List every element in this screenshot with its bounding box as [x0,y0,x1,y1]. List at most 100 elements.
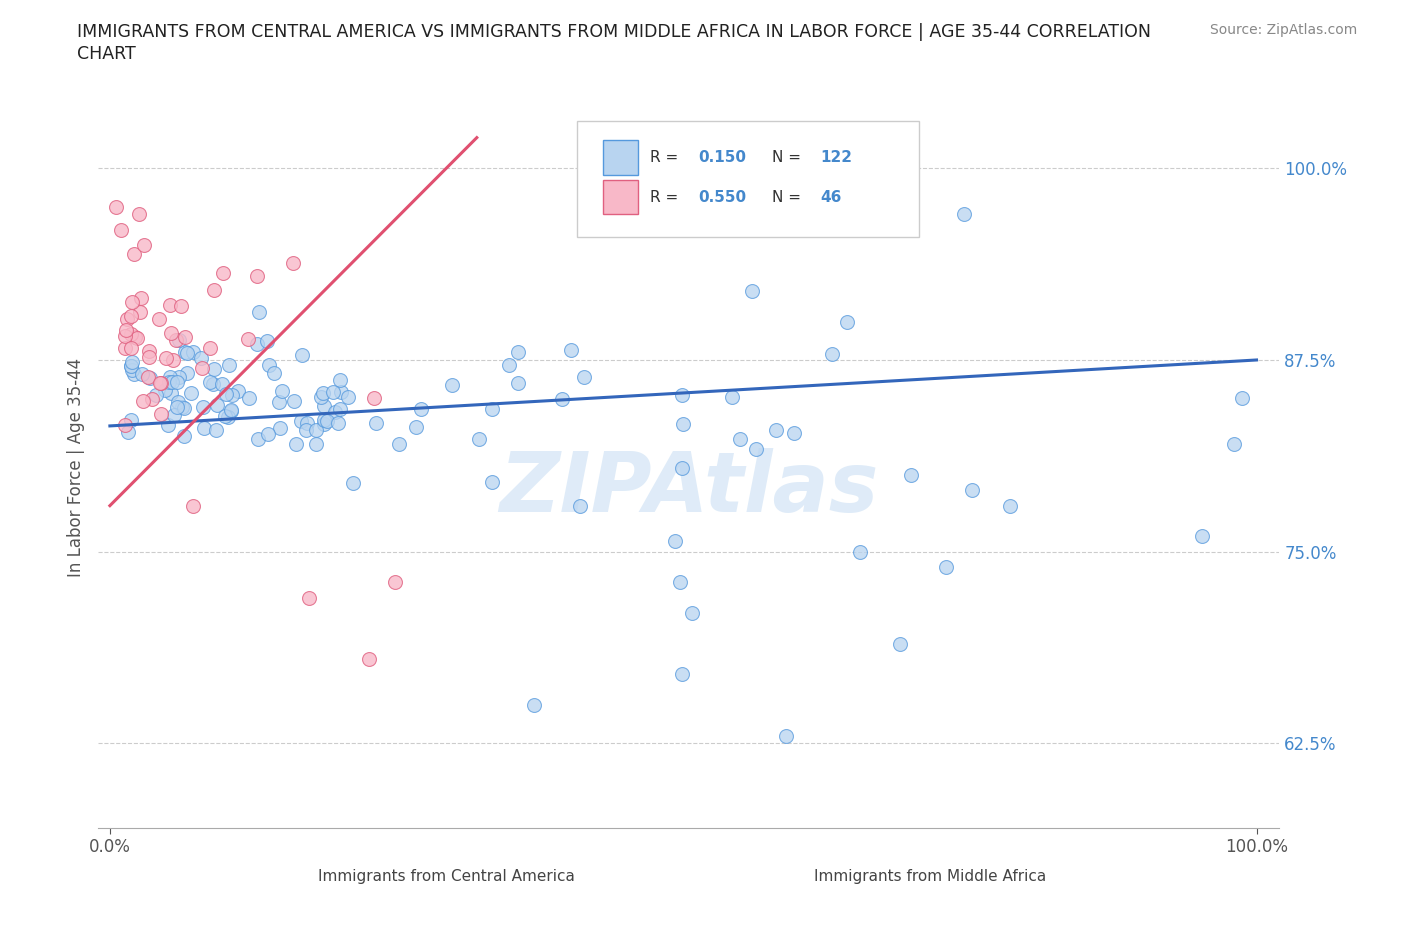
Point [257,357,280,372]
Point [305,437,328,452]
Point [149,376,172,391]
Point [290,414,312,429]
Point [316,413,339,428]
Point [124,329,146,344]
Point [357,652,380,667]
Point [337,390,360,405]
Point [326,415,349,430]
Point [148,312,170,326]
Point [889,636,911,651]
Point [935,560,957,575]
Point [211,377,233,392]
Bar [603,179,638,214]
Point [121,362,143,377]
Point [163,407,186,422]
Point [388,436,411,451]
Text: 122: 122 [820,150,852,165]
Point [298,591,321,605]
Point [156,418,179,432]
Point [219,402,242,417]
Point [246,432,269,447]
Point [481,474,503,489]
Point [671,667,693,682]
Point [198,375,221,390]
Point [212,266,235,281]
Point [176,346,198,361]
Point [193,400,215,415]
Point [174,329,197,344]
Point [160,386,183,401]
Point [664,533,686,548]
Point [149,406,172,421]
Point [669,575,692,590]
Point [160,375,183,390]
Point [363,391,385,405]
Point [153,383,176,398]
Point [162,352,184,367]
Point [672,417,695,432]
Point [256,334,278,349]
Point [506,376,529,391]
Point [145,387,167,402]
Point [720,389,742,404]
Text: R =: R = [650,190,683,205]
Point [745,442,768,457]
Point [173,345,195,360]
Point [190,351,212,365]
Point [1232,391,1254,405]
Point [166,400,188,415]
Text: ZIPAtlas: ZIPAtlas [499,448,879,529]
Point [312,417,335,432]
Point [157,374,180,389]
Point [221,388,243,403]
Point [236,331,259,346]
Text: R =: R = [650,150,683,165]
Point [384,575,406,590]
Text: Immigrants from Middle Africa: Immigrants from Middle Africa [814,870,1046,884]
Point [297,415,319,430]
Point [283,393,305,408]
Point [173,400,195,415]
Point [728,432,751,446]
Point [281,256,304,271]
Point [498,358,520,373]
Point [311,390,333,405]
Point [114,418,136,432]
Point [180,386,202,401]
Point [193,420,215,435]
Point [835,314,858,329]
Point [741,284,763,299]
Y-axis label: In Labor Force | Age 35-44: In Labor Force | Age 35-44 [66,358,84,577]
Point [257,427,280,442]
Point [159,298,181,312]
Point [183,498,205,513]
Point [246,337,269,352]
Point [121,295,143,310]
Text: CHART: CHART [77,45,136,62]
Point [131,290,153,305]
Point [228,383,250,398]
Text: 0.550: 0.550 [699,190,747,205]
Point [141,392,163,406]
Text: Source: ZipAtlas.com: Source: ZipAtlas.com [1209,23,1357,37]
Point [821,347,844,362]
Point [204,423,226,438]
Point [125,330,148,345]
Point [269,420,291,435]
Point [191,360,214,375]
Point [572,369,595,384]
Point [120,413,142,428]
Point [129,304,152,319]
Point [305,422,328,437]
Point [202,362,225,377]
Point [323,405,346,419]
Point [238,391,260,405]
Point [848,544,870,559]
Point [114,328,136,343]
Point [166,374,188,389]
Point [249,304,271,319]
Point [900,468,922,483]
Point [115,323,138,338]
Text: N =: N = [772,150,806,165]
Point [409,401,432,416]
